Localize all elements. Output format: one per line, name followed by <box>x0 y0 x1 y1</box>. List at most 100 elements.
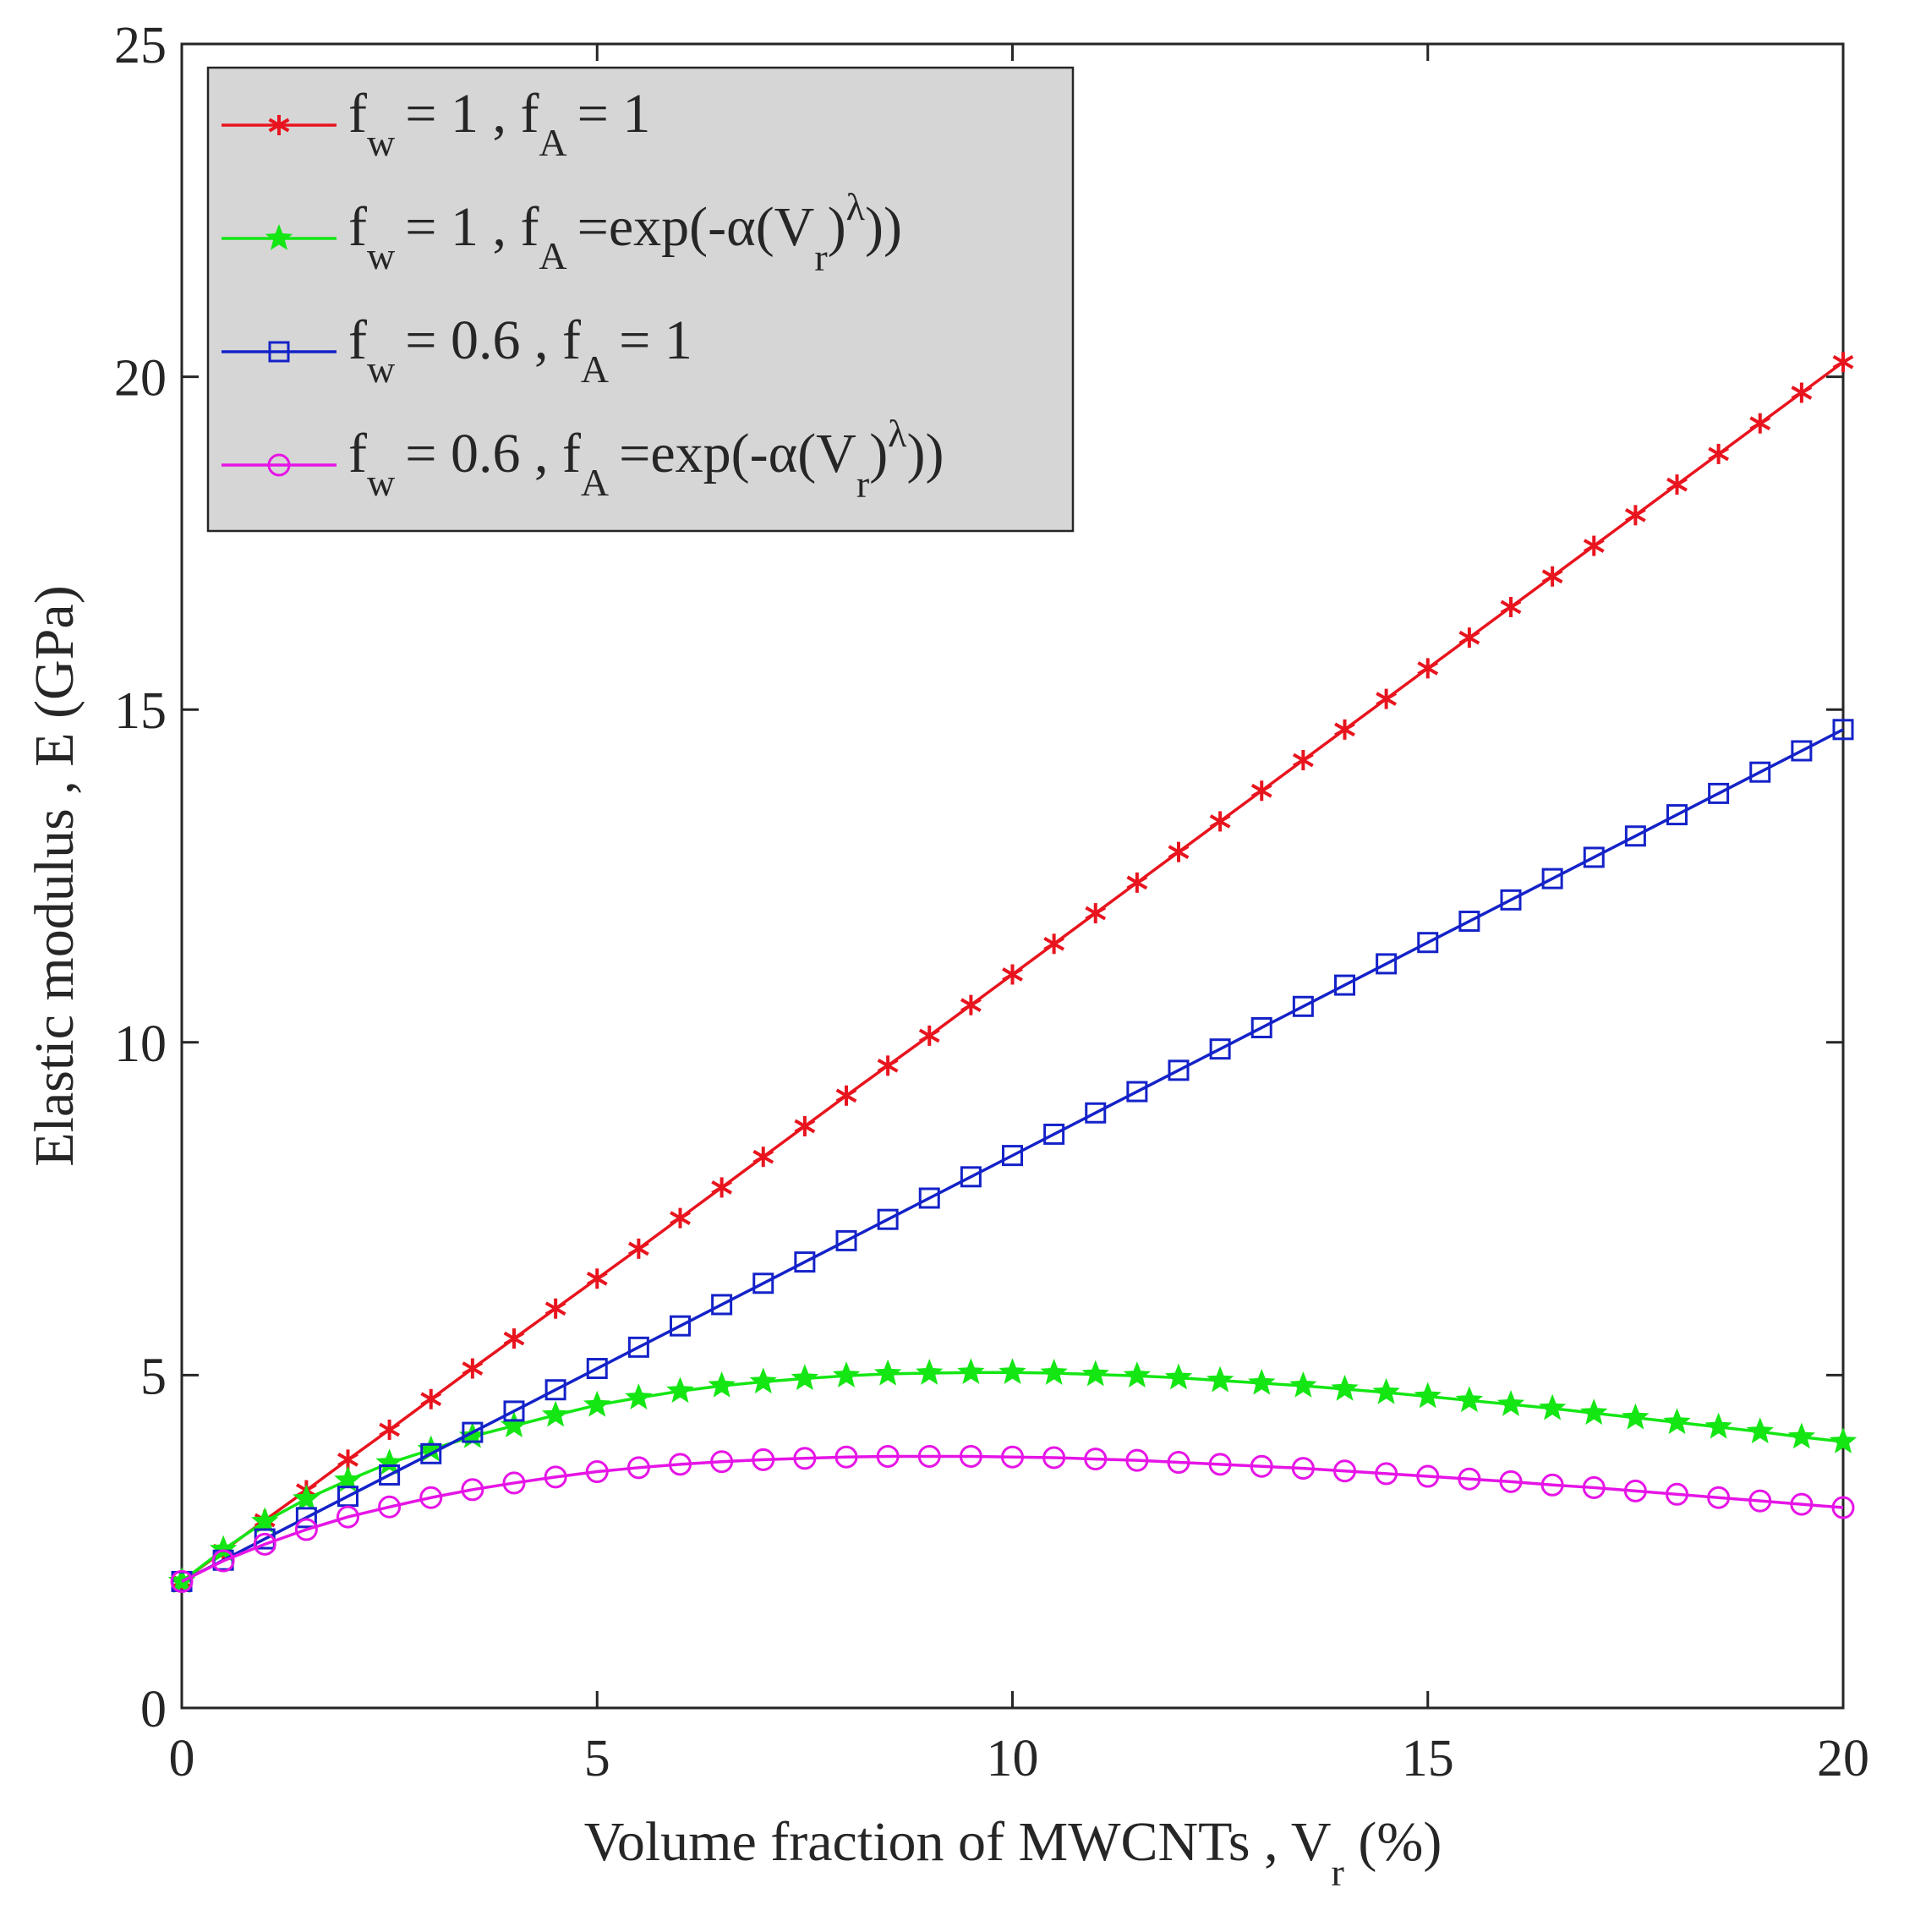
data-point <box>1666 474 1688 495</box>
legend-label-4-lambda: λ <box>888 412 907 455</box>
data-point <box>1787 1422 1816 1449</box>
data-point <box>832 1361 861 1387</box>
data-point <box>1666 804 1688 826</box>
data-point <box>253 1532 276 1556</box>
data-point <box>461 1478 484 1502</box>
y-tick-label: 25 <box>114 17 167 74</box>
data-point <box>917 1444 941 1468</box>
data-point <box>666 1376 694 1404</box>
data-point <box>1583 535 1605 556</box>
data-point <box>793 1447 817 1470</box>
data-point <box>211 1549 235 1573</box>
data-point <box>1704 1412 1732 1439</box>
legend-label-1-w: w <box>367 121 396 164</box>
series-4 <box>170 1444 1855 1593</box>
legend-label-2-a: A <box>539 234 566 277</box>
data-point <box>960 994 982 1015</box>
data-point <box>1582 1475 1606 1499</box>
data-point <box>957 1358 985 1385</box>
x-tick-label: 10 <box>987 1730 1039 1787</box>
data-point <box>1832 352 1854 373</box>
y-tick-label: 15 <box>114 682 167 740</box>
legend-label-3-fa: = 1 <box>619 309 692 371</box>
data-point <box>1708 443 1730 464</box>
data-point <box>791 1364 819 1391</box>
series-layer <box>167 352 1858 1594</box>
data-point <box>1043 933 1065 955</box>
data-point <box>670 1315 691 1337</box>
data-point <box>420 1388 442 1409</box>
data-point <box>1250 1454 1273 1478</box>
legend-label-4-w: w <box>367 461 396 504</box>
data-point <box>1125 1448 1149 1472</box>
data-point <box>876 1444 900 1468</box>
series-1 <box>171 352 1854 1592</box>
data-point <box>1831 1496 1855 1519</box>
legend-label-4-fa: =exp(-α(V <box>619 423 856 484</box>
data-point <box>586 1358 608 1380</box>
data-point <box>1167 1451 1190 1475</box>
data-point <box>794 1251 816 1273</box>
series-line-3 <box>181 728 1844 1583</box>
data-point <box>1292 750 1314 771</box>
data-point <box>1622 1403 1650 1430</box>
data-point <box>1291 1457 1315 1480</box>
data-point <box>1458 1467 1481 1491</box>
data-point <box>1499 1470 1523 1493</box>
data-point <box>1040 1358 1068 1385</box>
data-point <box>1331 1374 1359 1401</box>
data-point <box>1334 974 1355 996</box>
data-point <box>1666 1482 1688 1506</box>
data-point <box>294 1518 318 1541</box>
legend-marker-star-icon <box>265 223 293 250</box>
data-point <box>295 1507 317 1529</box>
data-point <box>462 1421 484 1443</box>
data-point <box>1829 1427 1858 1453</box>
data-point <box>1333 1459 1356 1483</box>
data-point <box>1540 1473 1564 1497</box>
data-point <box>877 1208 899 1230</box>
legend-label-4: fw = 0.6 , fA =exp(-α(Vr)λ)) <box>348 412 944 506</box>
data-point <box>999 1358 1026 1385</box>
series-line-4 <box>181 1454 1844 1583</box>
data-point <box>541 1400 570 1427</box>
data-point <box>379 1464 401 1486</box>
data-point <box>749 1367 777 1394</box>
data-point <box>1042 1446 1066 1470</box>
data-point <box>1085 1102 1107 1124</box>
data-point <box>835 1229 857 1251</box>
data-point <box>1791 382 1813 403</box>
legend-label-3-w: w <box>367 348 396 391</box>
data-point <box>1749 761 1771 783</box>
legend-label-4-paren: ) <box>869 423 888 484</box>
data-point <box>1209 811 1231 832</box>
data-point <box>916 1358 944 1385</box>
y-tick-label: 10 <box>114 1015 167 1073</box>
data-point <box>1583 846 1605 868</box>
data-point <box>1708 782 1730 804</box>
data-point <box>1623 1479 1647 1502</box>
data-point <box>1746 1417 1774 1444</box>
x-tick-label: 15 <box>1402 1730 1454 1787</box>
data-point <box>670 1207 691 1229</box>
data-point <box>1375 1462 1398 1486</box>
data-point <box>1248 1368 1276 1395</box>
data-point <box>544 1379 566 1401</box>
data-point <box>708 1371 736 1398</box>
y-tick-label: 20 <box>114 350 167 408</box>
data-point <box>1084 1448 1108 1471</box>
data-point <box>752 1448 775 1471</box>
legend-label-4-a: A <box>581 461 609 504</box>
legend-entry-1: fw = 1 , fA = 1 <box>222 83 650 164</box>
data-point <box>1416 1464 1440 1488</box>
y-axis-title: Elastic modulus , E (GPa) <box>24 585 85 1166</box>
legend-entry-4: fw = 0.6 , fA =exp(-α(Vr)λ)) <box>222 412 944 506</box>
legend-box <box>206 66 1075 533</box>
legend-label-4-fw: = 0.6 , f <box>405 423 581 484</box>
data-point <box>1455 1386 1484 1413</box>
data-point <box>1624 825 1646 847</box>
data-point <box>1126 872 1148 893</box>
legend-label-2: fw = 1 , fA =exp(-α(Vr)λ)) <box>348 185 902 279</box>
data-point <box>1376 688 1398 709</box>
